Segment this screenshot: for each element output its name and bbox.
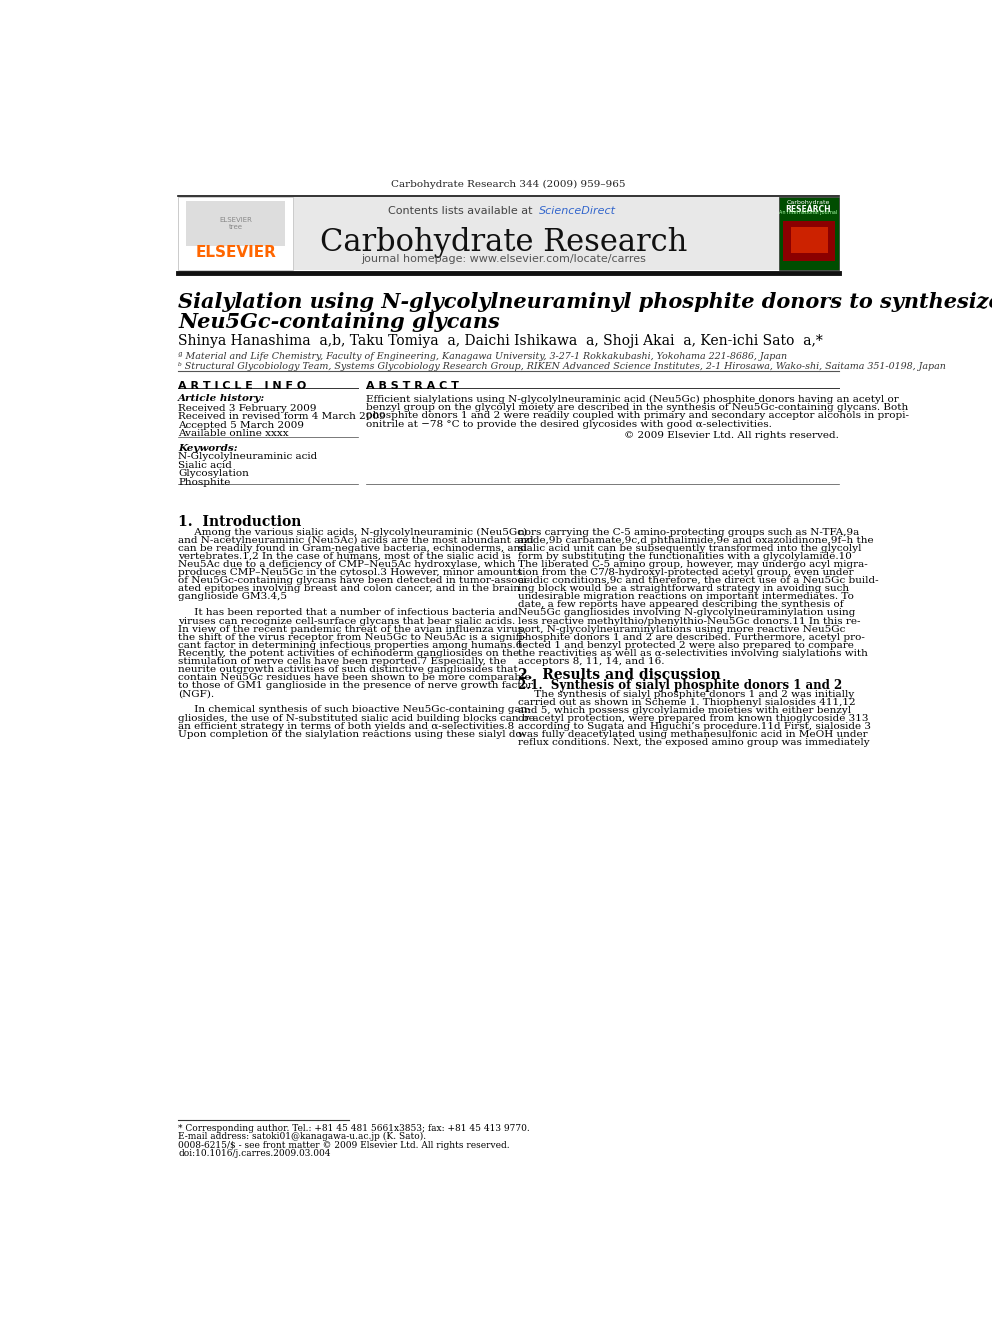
- Text: ing block would be a straightforward strategy in avoiding such: ing block would be a straightforward str…: [518, 585, 849, 593]
- Text: The liberated C-5 amino group, however, may undergo acyl migra-: The liberated C-5 amino group, however, …: [518, 560, 867, 569]
- Text: Recently, the potent activities of echinoderm gangliosides on the: Recently, the potent activities of echin…: [179, 648, 520, 658]
- Text: ScienceDirect: ScienceDirect: [540, 206, 616, 216]
- Text: Neu5Gc gangliosides involving N-glycolylneuraminylation using: Neu5Gc gangliosides involving N-glycolyl…: [518, 609, 855, 618]
- Text: Neu5Gc-containing glycans: Neu5Gc-containing glycans: [179, 312, 500, 332]
- Text: In view of the recent pandemic threat of the avian influenza virus,: In view of the recent pandemic threat of…: [179, 624, 527, 634]
- Text: E-mail address: satoki01@kanagawa-u.ac.jp (K. Sato).: E-mail address: satoki01@kanagawa-u.ac.j…: [179, 1132, 427, 1142]
- Text: the reactivities as well as α-selectivities involving sialylations with: the reactivities as well as α-selectivit…: [518, 648, 868, 658]
- Text: In chemical synthesis of such bioactive Neu5Gc-containing gan-: In chemical synthesis of such bioactive …: [179, 705, 531, 714]
- Text: stimulation of nerve cells have been reported.7 Especially, the: stimulation of nerve cells have been rep…: [179, 658, 507, 665]
- Text: sialic acid unit can be subsequently transformed into the glycolyl: sialic acid unit can be subsequently tra…: [518, 544, 861, 553]
- FancyBboxPatch shape: [783, 221, 835, 261]
- Text: produces CMP–Neu5Gc in the cytosol.3 However, minor amounts: produces CMP–Neu5Gc in the cytosol.3 How…: [179, 568, 523, 577]
- Text: Carbohydrate Research 344 (2009) 959–965: Carbohydrate Research 344 (2009) 959–965: [391, 180, 626, 189]
- Text: can be readily found in Gram-negative bacteria, echinoderms, and: can be readily found in Gram-negative ba…: [179, 544, 527, 553]
- Text: © 2009 Elsevier Ltd. All rights reserved.: © 2009 Elsevier Ltd. All rights reserved…: [624, 430, 838, 439]
- Text: cant factor in determining infectious properties among humans.6: cant factor in determining infectious pr…: [179, 640, 523, 650]
- Text: tected 1 and benzyl protected 2 were also prepared to compare: tected 1 and benzyl protected 2 were als…: [518, 640, 853, 650]
- Text: Accepted 5 March 2009: Accepted 5 March 2009: [179, 421, 305, 430]
- Text: ELSEVIER: ELSEVIER: [195, 245, 276, 259]
- Text: phosphite donors 1 and 2 were readily coupled with primary and secondary accepto: phosphite donors 1 and 2 were readily co…: [366, 411, 909, 421]
- Text: of Neu5Gc-containing glycans have been detected in tumor-associ-: of Neu5Gc-containing glycans have been d…: [179, 576, 531, 585]
- FancyBboxPatch shape: [791, 226, 827, 254]
- Text: to those of GM1 ganglioside in the presence of nerve growth factor: to those of GM1 ganglioside in the prese…: [179, 681, 533, 691]
- Text: ª Material and Life Chemistry, Faculty of Engineering, Kanagawa University, 3-27: ª Material and Life Chemistry, Faculty o…: [179, 352, 788, 361]
- Text: 2.1.  Synthesis of sialyl phosphite donors 1 and 2: 2.1. Synthesis of sialyl phosphite donor…: [518, 679, 842, 692]
- Text: the shift of the virus receptor from Neu5Gc to Neu5Ac is a signifi-: the shift of the virus receptor from Neu…: [179, 632, 527, 642]
- Text: doi:10.1016/j.carres.2009.03.004: doi:10.1016/j.carres.2009.03.004: [179, 1148, 330, 1158]
- Text: form by substituting the functionalities with a glycolylamide.10: form by substituting the functionalities…: [518, 552, 851, 561]
- Text: gliosides, the use of N-substituted sialic acid building blocks can be: gliosides, the use of N-substituted sial…: [179, 713, 535, 722]
- Text: Carbohydrate: Carbohydrate: [787, 200, 830, 205]
- Text: carried out as shown in Scheme 1. Thiophenyl sialosides 411,12: carried out as shown in Scheme 1. Thioph…: [518, 697, 855, 706]
- Text: tion from the C7/8-hydroxyl-protected acetyl group, even under: tion from the C7/8-hydroxyl-protected ac…: [518, 568, 853, 577]
- Text: 1.  Introduction: 1. Introduction: [179, 515, 302, 529]
- Text: ganglioside GM3.4,5: ganglioside GM3.4,5: [179, 593, 288, 601]
- Text: Carbohydrate Research: Carbohydrate Research: [320, 228, 687, 258]
- Text: vertebrates.1,2 In the case of humans, most of the sialic acid is: vertebrates.1,2 In the case of humans, m…: [179, 552, 511, 561]
- Text: Upon completion of the sialylation reactions using these sialyl do-: Upon completion of the sialylation react…: [179, 730, 526, 738]
- Text: or acetyl protection, were prepared from known thioglycoside 313: or acetyl protection, were prepared from…: [518, 714, 868, 722]
- Text: Article history:: Article history:: [179, 394, 266, 404]
- Text: ELSEVIER
tree: ELSEVIER tree: [219, 217, 252, 230]
- Text: ated epitopes involving breast and colon cancer, and in the brain: ated epitopes involving breast and colon…: [179, 585, 521, 593]
- Text: acidic conditions,9c and therefore, the direct use of a Neu5Gc build-: acidic conditions,9c and therefore, the …: [518, 576, 878, 585]
- Text: benzyl group on the glycolyl moiety are described in the synthesis of Neu5Gc-con: benzyl group on the glycolyl moiety are …: [366, 402, 908, 411]
- Text: Shinya Hanashima  a,b, Taku Tomiya  a, Daichi Ishikawa  a, Shoji Akai  a, Ken-ic: Shinya Hanashima a,b, Taku Tomiya a, Dai…: [179, 335, 823, 348]
- Text: acceptors 8, 11, 14, and 16.: acceptors 8, 11, 14, and 16.: [518, 658, 665, 665]
- FancyBboxPatch shape: [179, 197, 838, 270]
- Text: An International Journal: An International Journal: [779, 209, 837, 214]
- Text: was fully deacetylated using methanesulfonic acid in MeOH under: was fully deacetylated using methanesulf…: [518, 730, 867, 740]
- Text: RESEARCH: RESEARCH: [786, 205, 831, 214]
- Text: date, a few reports have appeared describing the synthesis of: date, a few reports have appeared descri…: [518, 601, 843, 610]
- Text: reflux conditions. Next, the exposed amino group was immediately: reflux conditions. Next, the exposed ami…: [518, 738, 869, 747]
- FancyBboxPatch shape: [779, 197, 838, 270]
- Text: A R T I C L E   I N F O: A R T I C L E I N F O: [179, 381, 307, 390]
- Text: contain Neu5Gc residues have been shown to be more comparable: contain Neu5Gc residues have been shown …: [179, 673, 531, 683]
- Text: port, N-glycolylneuraminylations using more reactive Neu5Gc: port, N-glycolylneuraminylations using m…: [518, 624, 845, 634]
- Text: A B S T R A C T: A B S T R A C T: [366, 381, 458, 390]
- Text: viruses can recognize cell-surface glycans that bear sialic acids.: viruses can recognize cell-surface glyca…: [179, 617, 516, 626]
- Text: onitrile at −78 °C to provide the desired glycosides with good α-selectivities.: onitrile at −78 °C to provide the desire…: [366, 419, 772, 429]
- Text: journal homepage: www.elsevier.com/locate/carres: journal homepage: www.elsevier.com/locat…: [361, 254, 646, 265]
- Text: undesirable migration reactions on important intermediates. To: undesirable migration reactions on impor…: [518, 593, 853, 601]
- Text: nors carrying the C-5 amino-protecting groups such as N-TFA,9a: nors carrying the C-5 amino-protecting g…: [518, 528, 859, 537]
- Text: The synthesis of sialyl phosphite donors 1 and 2 was initially: The synthesis of sialyl phosphite donors…: [518, 689, 854, 699]
- Text: N-Glycolylneuraminic acid: N-Glycolylneuraminic acid: [179, 452, 317, 462]
- Text: Efficient sialylations using N-glycolylneuraminic acid (Neu5Gc) phosphite donors: Efficient sialylations using N-glycolyln…: [366, 394, 899, 404]
- Text: * Corresponding author. Tel.: +81 45 481 5661x3853; fax: +81 45 413 9770.: * Corresponding author. Tel.: +81 45 481…: [179, 1125, 530, 1134]
- Text: 0008-6215/$ - see front matter © 2009 Elsevier Ltd. All rights reserved.: 0008-6215/$ - see front matter © 2009 El…: [179, 1142, 510, 1150]
- Text: and N-acetylneuraminic (Neu5Ac) acids are the most abundant and: and N-acetylneuraminic (Neu5Ac) acids ar…: [179, 536, 534, 545]
- Text: Neu5Ac due to a deficiency of CMP–Neu5Ac hydroxylase, which: Neu5Ac due to a deficiency of CMP–Neu5Ac…: [179, 560, 516, 569]
- Text: and 5, which possess glycolylamide moieties with either benzyl: and 5, which possess glycolylamide moiet…: [518, 706, 851, 714]
- Text: neurite outgrowth activities of such distinctive gangliosides that: neurite outgrowth activities of such dis…: [179, 665, 518, 673]
- Text: according to Sugata and Higuchi’s procedure.11d First, sialoside 3: according to Sugata and Higuchi’s proced…: [518, 722, 871, 732]
- Text: 2.  Results and discussion: 2. Results and discussion: [518, 668, 720, 683]
- Text: Received in revised form 4 March 2009: Received in revised form 4 March 2009: [179, 411, 386, 421]
- Text: Available online xxxx: Available online xxxx: [179, 429, 289, 438]
- Text: Sialic acid: Sialic acid: [179, 460, 232, 470]
- Text: azide,9b carbamate,9c,d phthalimide,9e and oxazolidinone,9f–h the: azide,9b carbamate,9c,d phthalimide,9e a…: [518, 536, 873, 545]
- Text: Among the various sialic acids, N-glycolylneuraminic (Neu5Gc): Among the various sialic acids, N-glycol…: [179, 528, 528, 537]
- Text: Received 3 February 2009: Received 3 February 2009: [179, 404, 316, 413]
- FancyBboxPatch shape: [179, 197, 293, 270]
- Text: Phosphite: Phosphite: [179, 478, 230, 487]
- Text: It has been reported that a number of infectious bacteria and: It has been reported that a number of in…: [179, 609, 518, 618]
- Text: Sialylation using N-glycolylneuraminyl phosphite donors to synthesize: Sialylation using N-glycolylneuraminyl p…: [179, 292, 992, 312]
- Text: Keywords:: Keywords:: [179, 443, 238, 452]
- Text: (NGF).: (NGF).: [179, 689, 214, 699]
- Text: phosphite donors 1 and 2 are described. Furthermore, acetyl pro-: phosphite donors 1 and 2 are described. …: [518, 632, 865, 642]
- Text: Glycosylation: Glycosylation: [179, 470, 249, 478]
- Text: an efficient strategy in terms of both yields and α-selectivities.8: an efficient strategy in terms of both y…: [179, 721, 515, 730]
- Text: less reactive methylthio/phenylthio-Neu5Gc donors.11 In this re-: less reactive methylthio/phenylthio-Neu5…: [518, 617, 860, 626]
- FancyBboxPatch shape: [186, 201, 286, 246]
- Text: Contents lists available at: Contents lists available at: [388, 206, 536, 216]
- Text: ᵇ Structural Glycobiology Team, Systems Glycobiology Research Group, RIKEN Advan: ᵇ Structural Glycobiology Team, Systems …: [179, 363, 946, 370]
